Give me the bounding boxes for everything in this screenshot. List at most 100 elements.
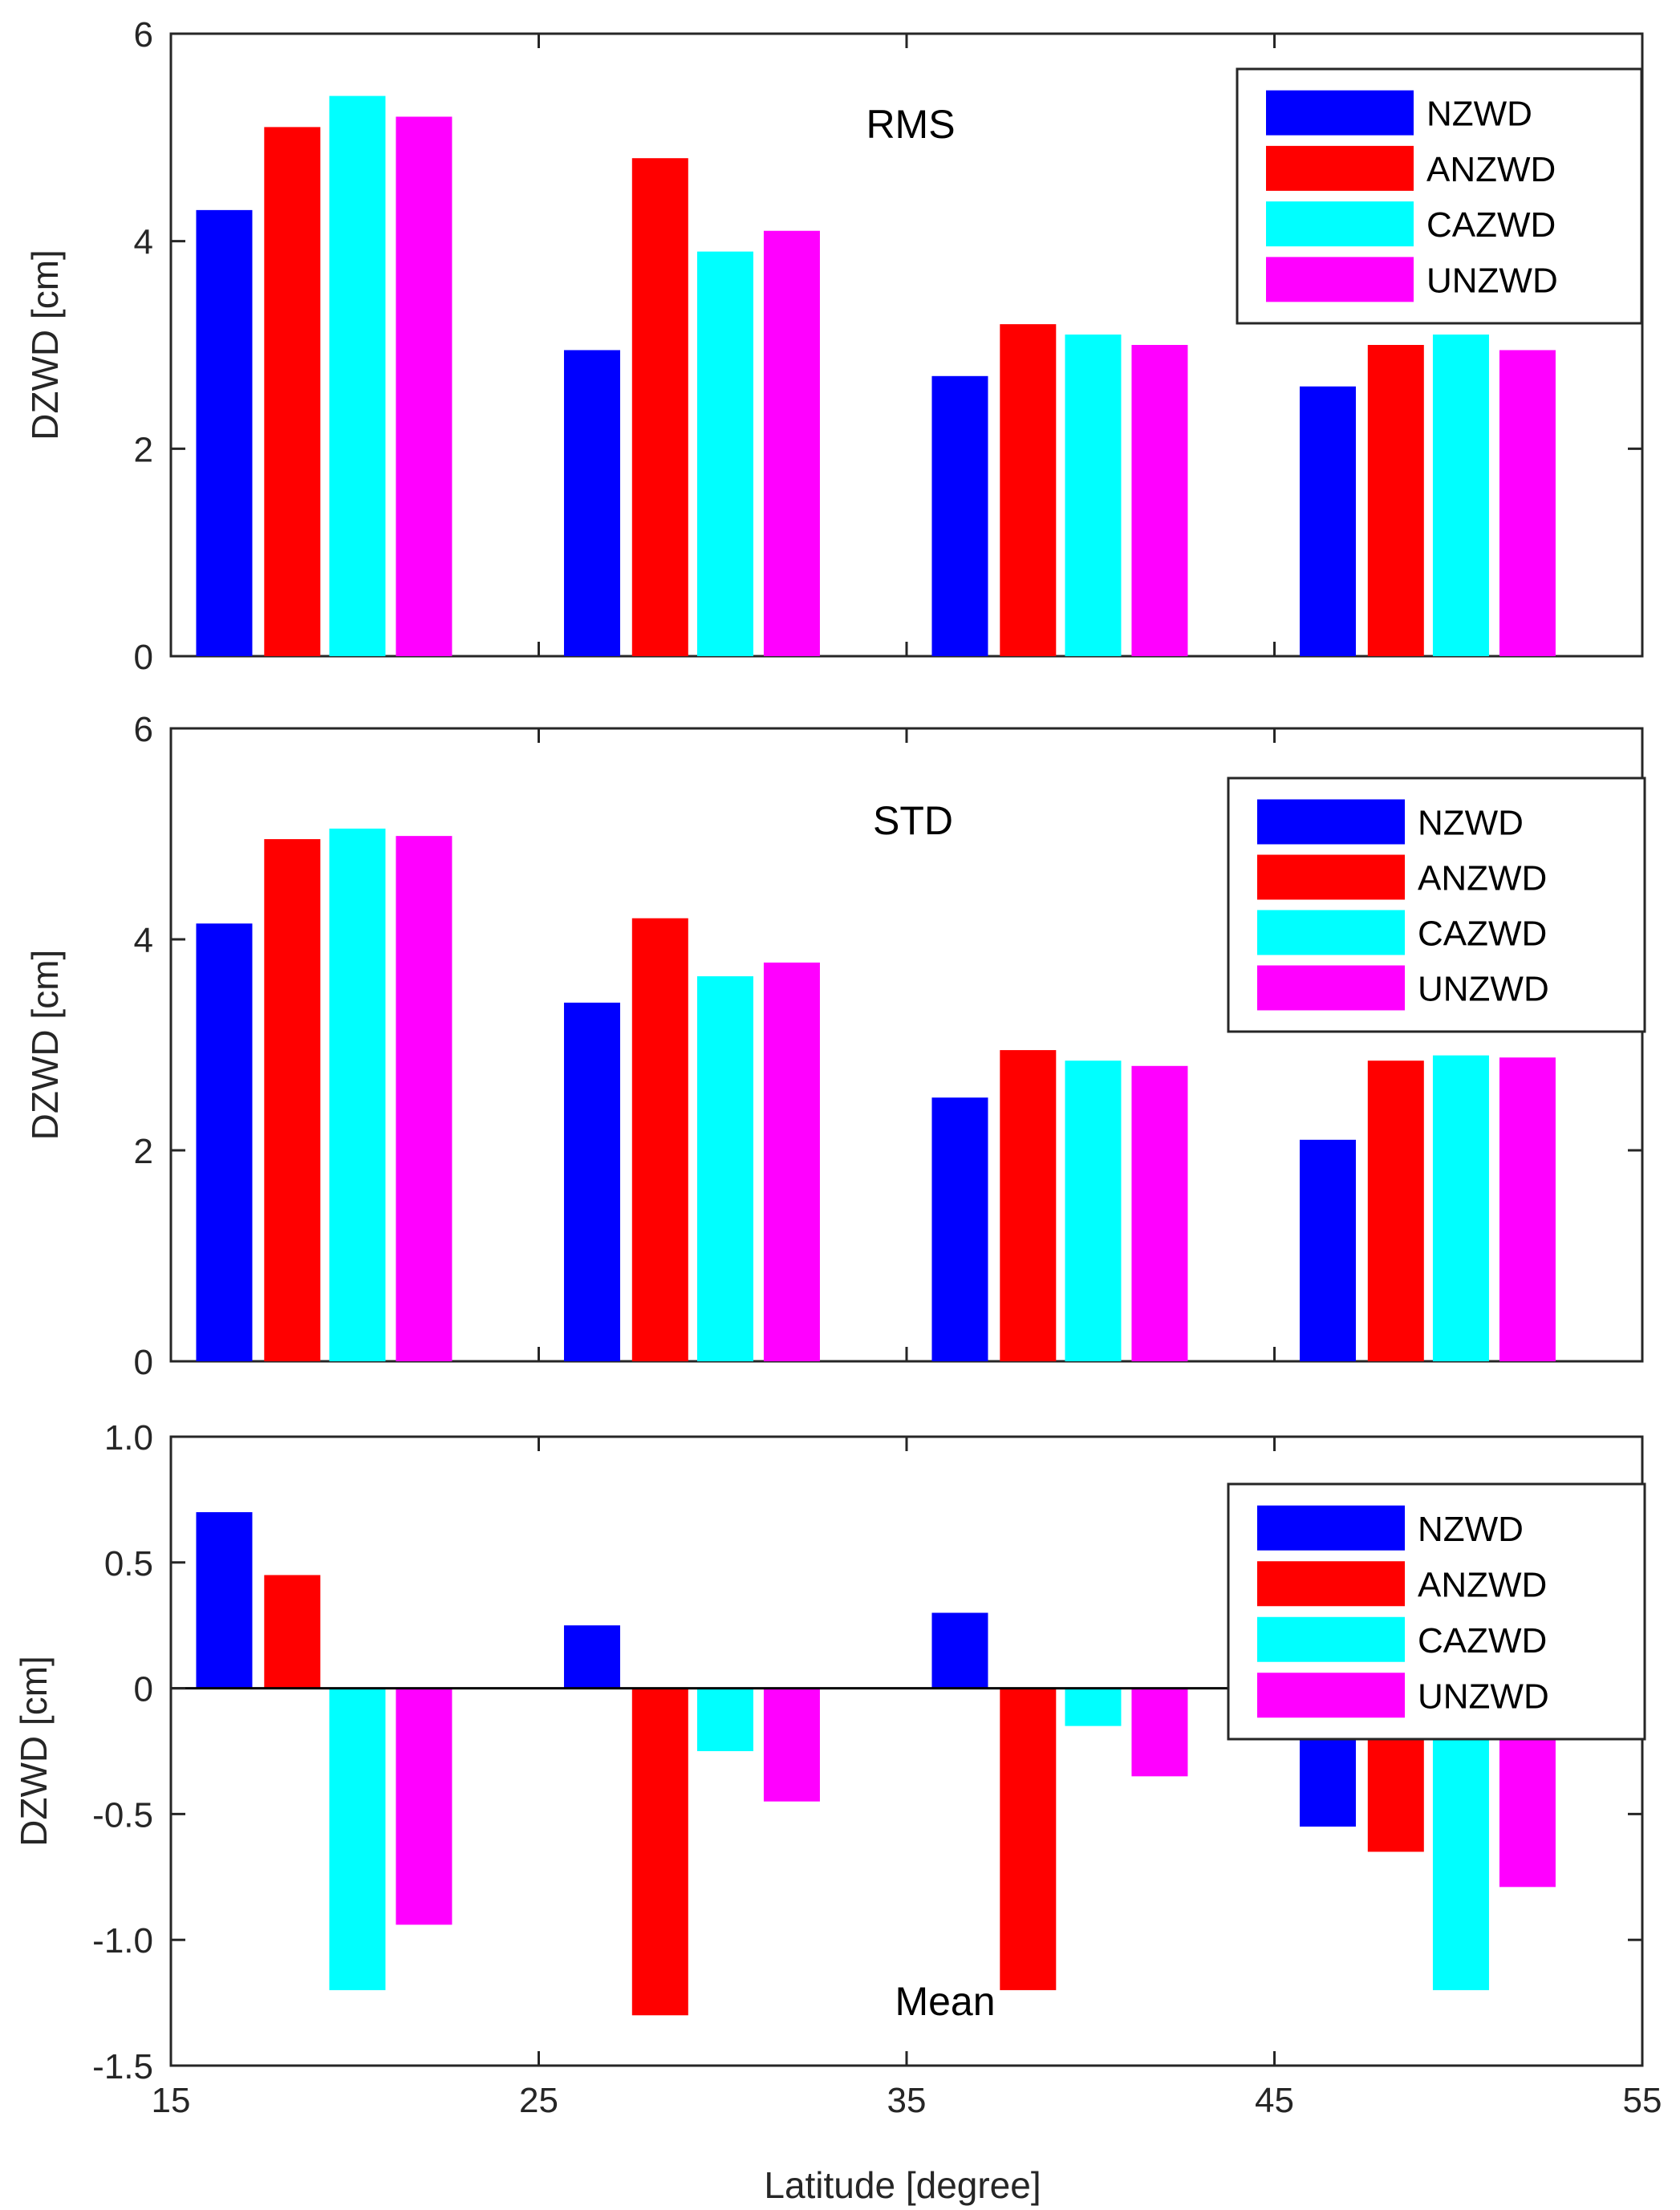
x-tick-label: 45 — [1255, 2081, 1294, 2120]
rms-legend-swatch-anzwd — [1266, 145, 1414, 191]
rms-legend-swatch-unzwd — [1266, 257, 1414, 302]
mean-legend-label-unzwd: UNZWD — [1418, 1677, 1549, 1716]
std-legend-swatch-nzwd — [1257, 799, 1405, 845]
mean-panel: -1.5 -1.0 -0.5 0 0.5 1.0 15 25 35 45 55 DZWD [cm] Me… — [13, 1418, 1662, 2120]
std-y-axis-label: DZWD [cm] — [24, 950, 66, 1141]
mean-ytick-label: 1.0 — [104, 1418, 153, 1458]
rms-legend-label-nzwd: NZWD — [1426, 95, 1532, 134]
rms-bar-nzwd-2 — [931, 375, 988, 656]
std-bar-anzwd-1 — [631, 918, 688, 1361]
std-legend-label-unzwd: UNZWD — [1418, 970, 1549, 1009]
rms-bar-unzwd-3 — [1499, 350, 1556, 656]
std-bar-anzwd-2 — [1000, 1050, 1057, 1361]
std-bar-cazwd-3 — [1432, 1055, 1489, 1361]
rms-bar-unzwd-1 — [763, 230, 820, 656]
rms-bar-nzwd-3 — [1299, 386, 1356, 656]
mean-bar-unzwd-2 — [1131, 1688, 1188, 1777]
std-bar-nzwd-2 — [931, 1097, 988, 1361]
rms-ytick-label: 4 — [134, 223, 153, 262]
rms-bar-cazwd-0 — [329, 95, 386, 657]
std-legend-label-anzwd: ANZWD — [1418, 859, 1547, 898]
rms-bar-cazwd-1 — [696, 251, 753, 656]
mean-legend-swatch-unzwd — [1257, 1673, 1405, 1718]
x-axis-label: Latitude [degree] — [764, 2164, 1041, 2206]
rms-bar-anzwd-0 — [264, 127, 321, 656]
std-bar-unzwd-2 — [1131, 1065, 1188, 1361]
std-panel: 0 2 4 6 DZWD [cm] STD NZWD ANZWD CAZWD UNZWD — [24, 710, 1646, 1382]
std-bar-unzwd-1 — [763, 962, 820, 1361]
rms-legend-label-cazwd: CAZWD — [1426, 205, 1556, 245]
rms-legend-label-anzwd: ANZWD — [1426, 150, 1556, 189]
mean-bar-unzwd-0 — [396, 1688, 452, 1925]
x-tick-label: 35 — [887, 2081, 927, 2120]
mean-legend-swatch-nzwd — [1257, 1505, 1405, 1551]
rms-y-axis-label: DZWD [cm] — [24, 249, 66, 440]
rms-legend: NZWD ANZWD CAZWD UNZWD — [1236, 67, 1643, 325]
x-tick-label: 55 — [1623, 2081, 1662, 2120]
std-bar-anzwd-0 — [264, 839, 321, 1361]
rms-legend-swatch-nzwd — [1266, 90, 1414, 136]
std-bar-cazwd-1 — [696, 976, 753, 1361]
std-legend-swatch-unzwd — [1257, 965, 1405, 1011]
rms-bar-cazwd-3 — [1432, 335, 1489, 656]
std-ytick-label: 0 — [134, 1343, 153, 1382]
rms-bar-cazwd-2 — [1065, 335, 1122, 656]
mean-bar-cazwd-0 — [329, 1688, 386, 1990]
mean-bar-unzwd-1 — [763, 1688, 820, 1802]
mean-legend-swatch-anzwd — [1257, 1561, 1405, 1607]
rms-bar-nzwd-1 — [563, 350, 620, 656]
std-bar-unzwd-0 — [396, 836, 452, 1361]
std-legend-swatch-cazwd — [1257, 910, 1405, 955]
mean-bar-cazwd-2 — [1065, 1688, 1122, 1726]
x-tick-label: 15 — [152, 2081, 191, 2120]
std-bar-cazwd-2 — [1065, 1060, 1122, 1361]
std-legend-label-cazwd: CAZWD — [1418, 914, 1547, 954]
std-bar-nzwd-1 — [563, 1002, 620, 1361]
mean-y-axis-label: DZWD [cm] — [13, 1656, 55, 1847]
mean-legend-label-nzwd: NZWD — [1418, 1510, 1524, 1549]
mean-ytick-label: -1.5 — [92, 2047, 153, 2086]
std-bar-nzwd-3 — [1299, 1139, 1356, 1361]
mean-bar-anzwd-0 — [264, 1575, 321, 1689]
mean-bar-anzwd-1 — [631, 1688, 688, 2016]
mean-legend-swatch-cazwd — [1257, 1616, 1405, 1662]
rms-ytick-label: 0 — [134, 638, 153, 677]
rms-bar-unzwd-0 — [396, 116, 452, 656]
x-tick-label: 25 — [519, 2081, 558, 2120]
std-bar-nzwd-0 — [196, 923, 253, 1361]
std-bar-anzwd-3 — [1367, 1060, 1424, 1361]
std-ytick-label: 4 — [134, 921, 153, 960]
rms-title: RMS — [866, 102, 955, 147]
rms-ytick-label: 6 — [134, 15, 153, 55]
std-legend-label-nzwd: NZWD — [1418, 804, 1524, 843]
rms-legend-swatch-cazwd — [1266, 201, 1414, 247]
mean-ytick-label: 0 — [134, 1670, 153, 1709]
mean-bar-nzwd-2 — [931, 1612, 988, 1689]
std-bar-unzwd-3 — [1499, 1057, 1556, 1361]
std-ytick-label: 2 — [134, 1132, 153, 1171]
std-bar-cazwd-0 — [329, 828, 386, 1361]
mean-ytick-label: -0.5 — [92, 1795, 153, 1835]
rms-bar-anzwd-1 — [631, 158, 688, 656]
mean-title: Mean — [895, 1979, 995, 2024]
std-title: STD — [873, 798, 953, 843]
rms-panel: 0 2 4 6 DZWD [cm] RMS NZWD ANZWD CAZWD UNZWD — [24, 15, 1644, 677]
rms-bar-anzwd-3 — [1367, 345, 1424, 656]
std-legend: NZWD ANZWD CAZWD UNZWD — [1227, 777, 1646, 1033]
std-ytick-label: 6 — [134, 710, 153, 749]
rms-bar-nzwd-0 — [196, 209, 253, 656]
mean-bar-nzwd-0 — [196, 1512, 253, 1689]
mean-ytick-label: -1.0 — [92, 1921, 153, 1961]
rms-bar-anzwd-2 — [1000, 324, 1057, 656]
mean-legend: NZWD ANZWD CAZWD UNZWD — [1227, 1482, 1646, 1741]
mean-bar-anzwd-2 — [1000, 1688, 1057, 1990]
rms-bar-unzwd-2 — [1131, 345, 1188, 656]
mean-bar-nzwd-1 — [563, 1625, 620, 1689]
mean-legend-label-cazwd: CAZWD — [1418, 1621, 1547, 1661]
mean-legend-label-anzwd: ANZWD — [1418, 1565, 1547, 1604]
mean-ytick-label: 0.5 — [104, 1544, 153, 1583]
rms-legend-label-unzwd: UNZWD — [1426, 261, 1558, 300]
std-legend-swatch-anzwd — [1257, 854, 1405, 900]
mean-bar-cazwd-1 — [696, 1688, 753, 1751]
